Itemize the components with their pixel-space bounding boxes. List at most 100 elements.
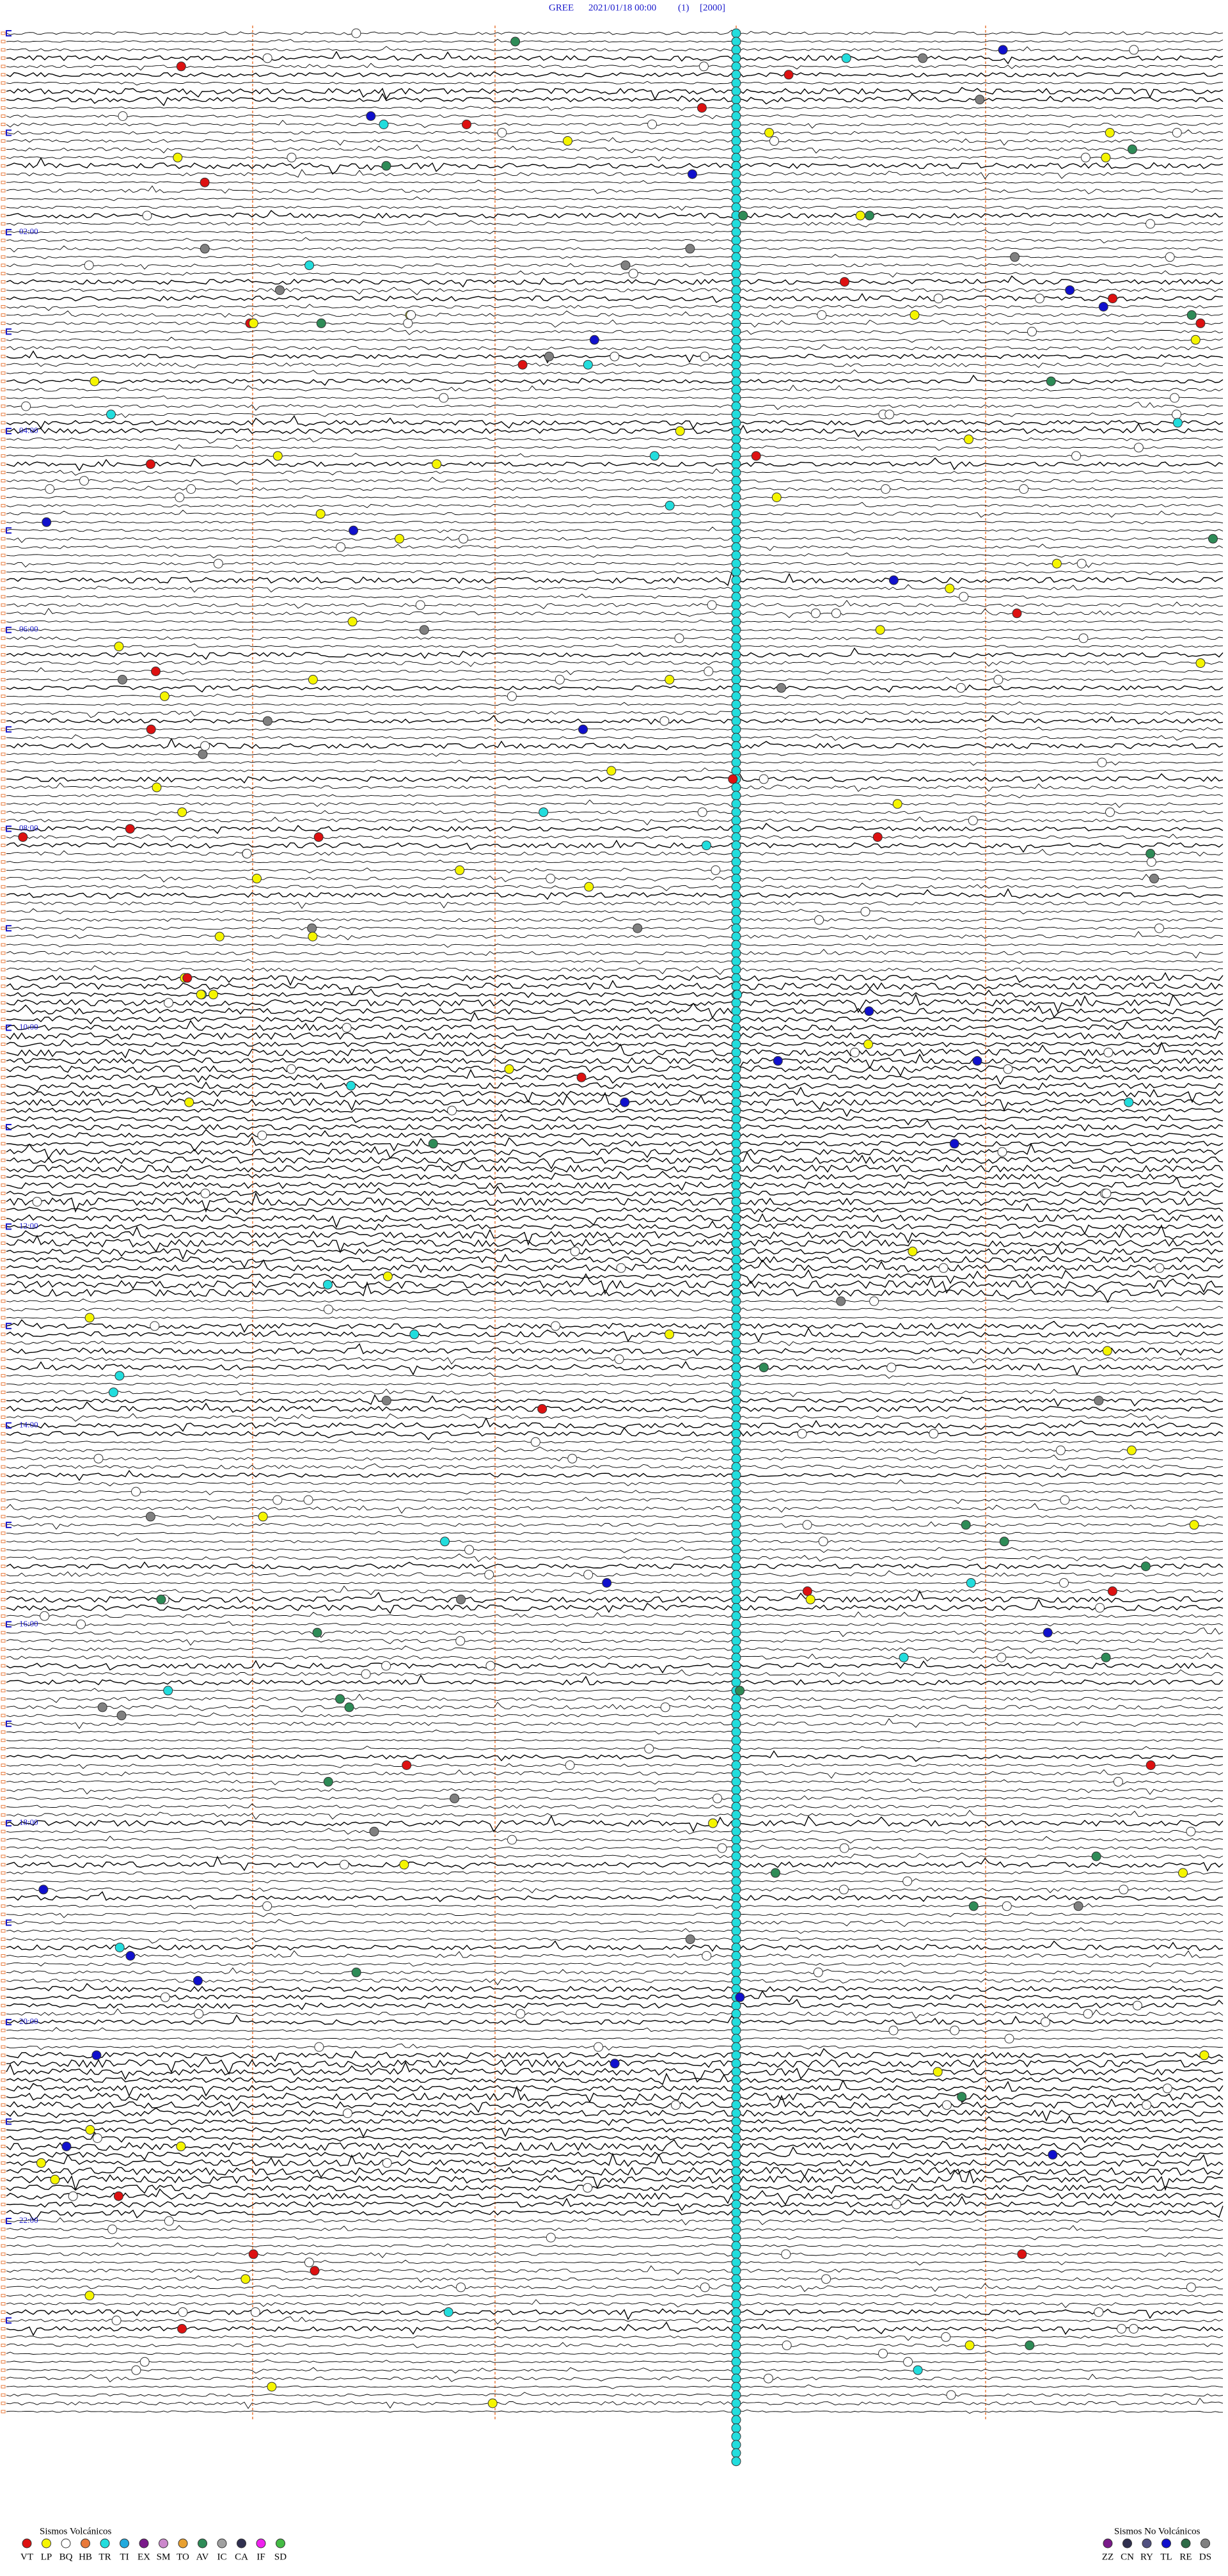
legend-swatch <box>81 2538 90 2548</box>
trace <box>6 328 1224 335</box>
event-mark <box>1117 2324 1126 2334</box>
event-mark <box>699 61 709 72</box>
trace <box>6 965 1224 976</box>
event-mark <box>731 1221 741 1231</box>
line-tick <box>1 454 6 458</box>
event-mark <box>1172 409 1182 420</box>
line-tick <box>1 1423 6 1427</box>
trace <box>6 1990 1224 2003</box>
line-tick <box>1 1689 6 1693</box>
trace <box>6 2061 1224 2083</box>
event-mark <box>731 766 741 776</box>
event-mark <box>731 1363 741 1373</box>
event-mark <box>888 575 899 585</box>
event-mark <box>544 351 554 361</box>
line-tick <box>1 1879 6 1883</box>
event-mark <box>731 1860 741 1870</box>
trace <box>6 1693 1224 1703</box>
trace <box>6 1570 1224 1577</box>
trace <box>6 2259 1224 2266</box>
line-tick <box>1 1067 6 1071</box>
line-tick <box>1 1589 6 1593</box>
line-tick <box>1 2120 6 2124</box>
event-mark <box>731 2191 741 2201</box>
event-mark <box>731 608 741 619</box>
event-mark <box>1103 1047 1114 1057</box>
event-mark <box>731 2083 741 2094</box>
event-mark <box>196 990 206 1000</box>
event-mark <box>731 1537 741 1547</box>
line-tick <box>1 727 6 731</box>
hour-label: 02:00 <box>19 226 38 236</box>
trace <box>6 1160 1224 1173</box>
trace <box>6 384 1224 391</box>
event-mark <box>773 1055 783 1066</box>
trace <box>6 1810 1224 1820</box>
trace <box>6 1114 1224 1126</box>
legend-swatch <box>22 2538 32 2548</box>
event-mark <box>262 53 272 63</box>
event-mark <box>459 533 469 544</box>
line-tick <box>1 2194 6 2198</box>
event-mark <box>731 1180 741 1190</box>
legend-swatch <box>178 2538 188 2548</box>
line-tick <box>1 2294 6 2298</box>
event-mark <box>872 832 883 842</box>
event-mark <box>731 1943 741 1953</box>
line-tick <box>1 2053 6 2057</box>
event-mark <box>731 600 741 610</box>
event-mark <box>614 1354 624 1364</box>
event-mark <box>731 2282 741 2293</box>
trace <box>6 2359 1224 2364</box>
event-mark <box>731 1760 741 1771</box>
trace <box>6 2107 1224 2122</box>
event-mark <box>1019 484 1029 494</box>
line-tick <box>1 2286 6 2289</box>
trace <box>6 1585 1224 1595</box>
event-mark <box>731 1403 741 1414</box>
event-mark <box>731 583 741 594</box>
event-mark <box>840 277 849 287</box>
event-mark <box>242 849 252 858</box>
trace <box>6 1319 1224 1333</box>
trace <box>6 237 1224 244</box>
trace <box>6 2139 1224 2152</box>
event-mark <box>1083 2009 1093 2019</box>
legend-swatch <box>139 2538 149 2548</box>
event-mark <box>731 1288 741 1298</box>
trace <box>6 859 1224 864</box>
event-mark <box>731 177 741 187</box>
event-mark <box>731 1462 741 1472</box>
legend-code: HB <box>79 2552 92 2562</box>
event-mark <box>1012 608 1022 619</box>
trace <box>6 2073 1224 2085</box>
event-mark <box>945 583 955 594</box>
event-mark <box>731 2125 741 2135</box>
trace <box>6 2275 1224 2283</box>
event-mark <box>1133 443 1144 453</box>
trace <box>6 1845 1224 1850</box>
line-tick <box>1 288 6 292</box>
line-tick <box>1 1142 6 1146</box>
event-mark <box>539 807 549 818</box>
line-tick <box>1 2070 6 2074</box>
line-tick <box>1 1506 6 1510</box>
event-mark <box>704 667 714 676</box>
event-mark <box>731 426 741 436</box>
trace <box>6 1878 1224 1883</box>
event-mark <box>1098 302 1108 312</box>
event-mark <box>731 650 741 660</box>
line-tick <box>1 214 6 217</box>
event-mark <box>731 550 741 560</box>
line-tick <box>1 1863 6 1867</box>
event-mark <box>731 2199 741 2209</box>
trace <box>6 628 1224 631</box>
line-tick <box>1 2236 6 2240</box>
event-mark <box>731 2149 741 2160</box>
trace <box>6 1674 1224 1686</box>
trace <box>6 1531 1224 1537</box>
event-mark <box>731 53 741 63</box>
event-mark <box>731 1039 741 1049</box>
hour-bracket <box>6 925 12 932</box>
trace <box>6 1192 1224 1213</box>
